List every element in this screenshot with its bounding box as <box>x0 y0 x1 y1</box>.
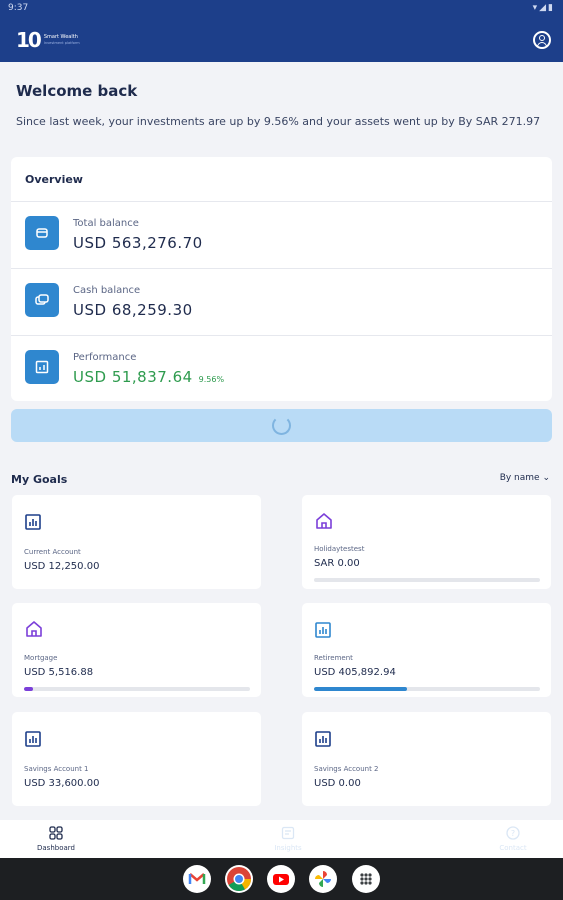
bar-chart-icon <box>315 622 331 638</box>
goals-title: My Goals <box>11 473 68 486</box>
bar-chart-icon <box>25 731 41 747</box>
goal-progress-fill <box>24 687 34 691</box>
welcome-subtitle: Since last week, your investments are up… <box>16 115 541 128</box>
youtube-icon[interactable] <box>267 865 295 893</box>
goal-card-mortgage[interactable]: Mortgage USD 5,516.88 <box>12 603 261 697</box>
cash-balance-value: USD 68,259.30 <box>73 301 193 319</box>
goal-name: Holidaytestest <box>314 545 365 553</box>
nav-dashboard[interactable]: Dashboard <box>11 826 101 852</box>
goal-value: USD 0.00 <box>314 778 361 789</box>
goal-name: Retirement <box>314 654 353 662</box>
app-logo: 10 Smart Wealth Investment platform <box>16 28 80 52</box>
performance-label: Performance <box>73 352 137 363</box>
sort-label: By name <box>499 473 540 483</box>
goal-value: SAR 0.00 <box>314 558 360 569</box>
goal-value: USD 405,892.94 <box>314 667 396 678</box>
system-dock <box>0 858 563 900</box>
goal-name: Savings Account 1 <box>24 765 89 773</box>
app-drawer-icon[interactable] <box>352 865 380 893</box>
goal-progress-fill <box>314 687 407 691</box>
nav-insights[interactable]: Insights <box>243 826 333 852</box>
goal-progress-bar <box>24 687 250 691</box>
total-balance-label: Total balance <box>73 218 139 229</box>
dashboard-icon <box>49 826 63 840</box>
overview-card: Overview Total balance USD 563,276.70 Ca… <box>11 157 552 401</box>
bar-chart-icon <box>315 731 331 747</box>
goal-name: Current Account <box>24 548 81 556</box>
sort-dropdown[interactable]: By name ⌄ <box>500 473 550 483</box>
photos-icon[interactable] <box>309 865 337 893</box>
overview-title: Overview <box>25 173 83 186</box>
goal-card-savings-account-1[interactable]: Savings Account 1 USD 33,600.00 <box>12 712 261 806</box>
goal-progress-bar <box>314 687 540 691</box>
bar-chart-icon <box>25 514 41 530</box>
performance-value: USD 51,837.64 <box>73 368 193 386</box>
status-bar: 9:37 ▾◢▮ <box>0 0 563 18</box>
chrome-icon[interactable] <box>225 865 253 893</box>
goal-name: Mortgage <box>24 654 58 662</box>
svg-text:?: ? <box>511 829 515 838</box>
goal-name: Savings Account 2 <box>314 765 379 773</box>
total-balance-value: USD 563,276.70 <box>73 234 203 252</box>
performance-row[interactable]: Performance USD 51,837.64 9.56% <box>11 335 552 401</box>
goal-card-current-account[interactable]: Current Account USD 12,250.00 <box>12 495 261 589</box>
goal-value: USD 33,600.00 <box>24 778 100 789</box>
cash-balance-row[interactable]: Cash balance USD 68,259.30 <box>11 268 552 334</box>
status-icons: ▾◢▮ <box>532 3 555 13</box>
goal-value: USD 5,516.88 <box>24 667 94 678</box>
status-time: 9:37 <box>8 3 29 13</box>
logo-name: Smart Wealth <box>43 34 78 40</box>
bottom-navigation: Dashboard Insights ? Contact <box>0 820 563 858</box>
logo-tagline: Investment platform <box>43 41 80 45</box>
goal-card-retirement[interactable]: Retirement USD 405,892.94 <box>302 603 551 697</box>
home-icon <box>316 513 332 529</box>
loading-spinner-icon <box>272 416 291 435</box>
goal-card-savings-account-2[interactable]: Savings Account 2 USD 0.00 <box>302 712 551 806</box>
gmail-icon[interactable] <box>183 865 211 893</box>
nav-contact-label: Contact <box>499 844 527 852</box>
goal-value: USD 12,250.00 <box>24 561 100 572</box>
goal-card-holidaytestest[interactable]: Holidaytestest SAR 0.00 <box>302 495 551 589</box>
nav-insights-label: Insights <box>274 844 302 852</box>
performance-percent: 9.56% <box>198 375 225 384</box>
nav-dashboard-label: Dashboard <box>37 844 75 852</box>
wallet-icon <box>25 216 59 250</box>
chart-icon <box>25 350 59 384</box>
app-bar: 10 Smart Wealth Investment platform <box>0 18 563 62</box>
nav-contact[interactable]: ? Contact <box>468 826 558 852</box>
chevron-down-icon: ⌄ <box>542 473 550 483</box>
loading-button[interactable] <box>11 409 552 442</box>
help-icon: ? <box>506 826 520 840</box>
logo-mark: 10 <box>16 28 42 52</box>
welcome-title: Welcome back <box>16 82 138 100</box>
cash-icon <box>25 283 59 317</box>
cash-balance-label: Cash balance <box>73 285 141 296</box>
profile-icon[interactable] <box>533 31 551 49</box>
goal-progress-bar <box>314 578 540 582</box>
home-icon <box>26 621 42 637</box>
insights-icon <box>281 826 295 840</box>
total-balance-row[interactable]: Total balance USD 563,276.70 <box>11 201 552 267</box>
